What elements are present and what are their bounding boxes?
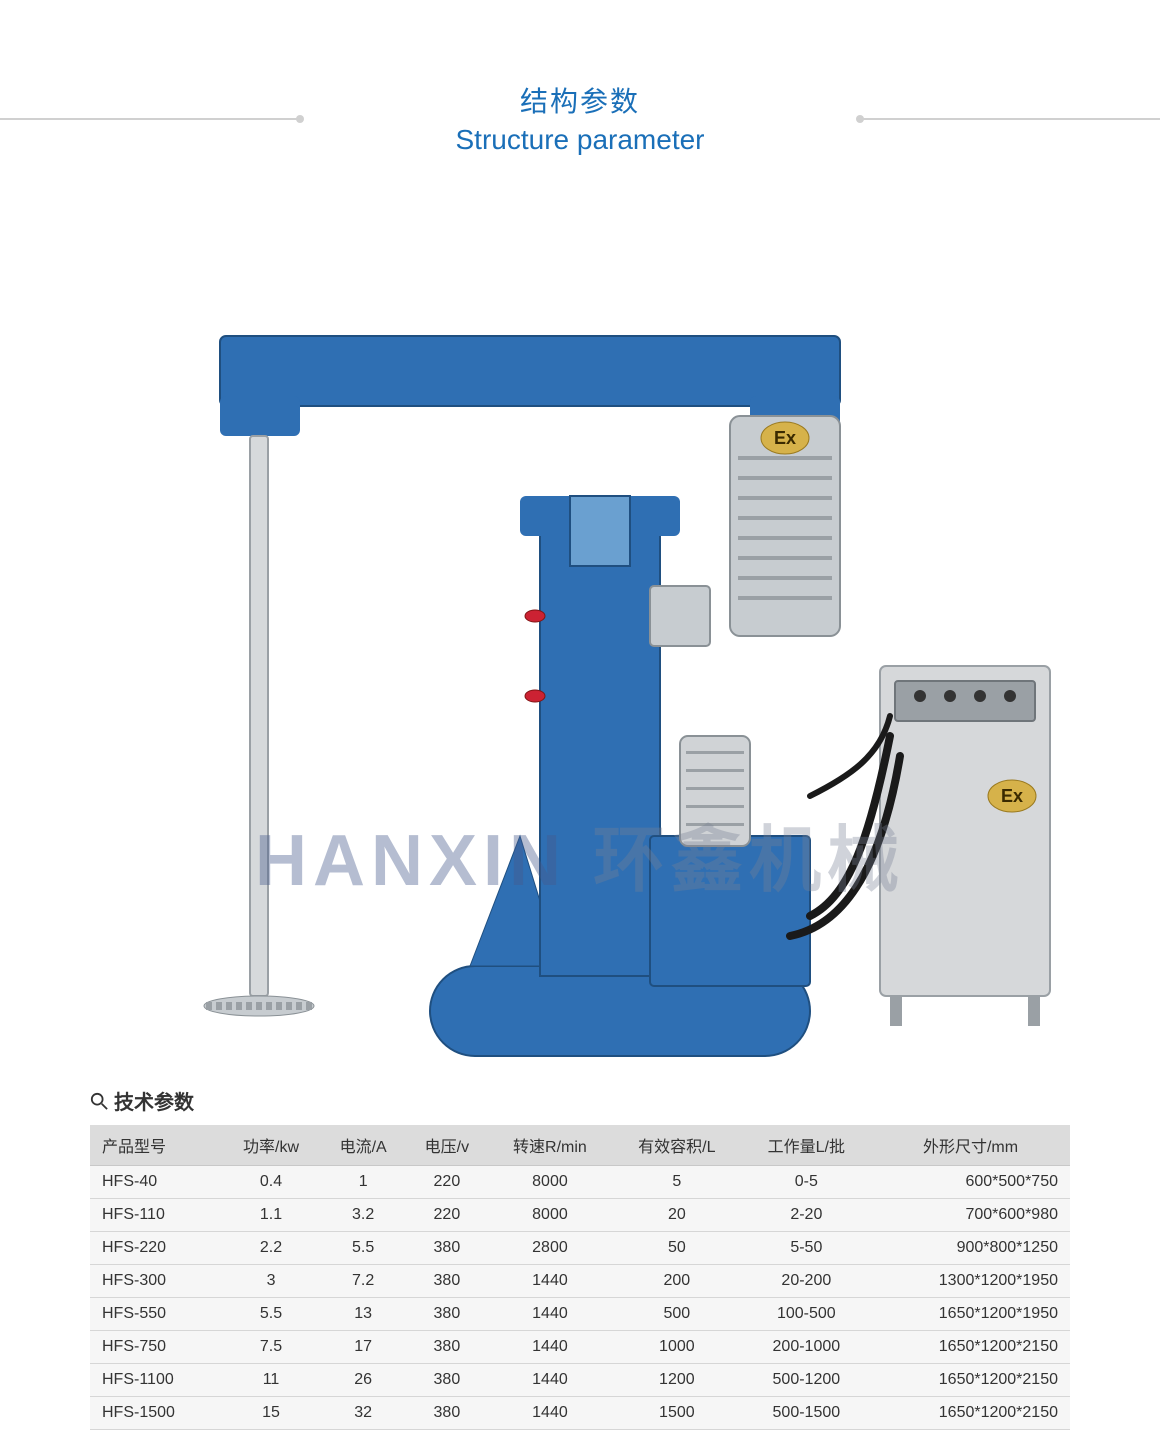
table-cell: 1000	[612, 1331, 741, 1364]
spec-thead: 产品型号功率/kw电流/A电压/v转速R/min有效容积/L工作量L/批外形尺寸…	[90, 1125, 1070, 1166]
table-cell: 380	[406, 1265, 488, 1298]
table-cell: 5-50	[742, 1232, 871, 1265]
table-cell: 1200	[612, 1364, 741, 1397]
table-cell: 2.2	[222, 1232, 321, 1265]
title-en: Structure parameter	[90, 124, 1070, 156]
col-header: 转速R/min	[488, 1125, 612, 1166]
col-header: 产品型号	[90, 1125, 222, 1166]
table-cell: 200-1000	[742, 1331, 871, 1364]
table-cell: 13	[320, 1298, 406, 1331]
table-cell: 380	[406, 1331, 488, 1364]
table-cell: 50	[612, 1232, 741, 1265]
table-cell: 1300*1200*1950	[871, 1265, 1070, 1298]
table-cell: HFS-40	[90, 1166, 222, 1199]
table-cell: HFS-550	[90, 1298, 222, 1331]
table-cell: 3	[222, 1265, 321, 1298]
table-cell: 20	[612, 1199, 741, 1232]
svg-text:Ex: Ex	[774, 428, 796, 448]
machine-svg: Ex Ex	[90, 196, 1070, 1066]
table-cell: 220	[406, 1199, 488, 1232]
title-block: 结构参数 Structure parameter	[90, 80, 1070, 156]
table-cell: 26	[320, 1364, 406, 1397]
tech-params-text: 技术参数	[114, 1086, 194, 1115]
table-cell: 7.2	[320, 1265, 406, 1298]
table-cell: HFS-1100	[90, 1364, 222, 1397]
table-cell: 2-20	[742, 1199, 871, 1232]
table-cell: 1440	[488, 1298, 612, 1331]
table-cell: 1440	[488, 1331, 612, 1364]
table-cell: 1650*1200*1950	[871, 1298, 1070, 1331]
col-header: 电流/A	[320, 1125, 406, 1166]
table-cell: HFS-110	[90, 1199, 222, 1232]
product-illustration: ExEx HANXIN 环鑫机械	[90, 196, 1070, 1066]
title-cn: 结构参数	[90, 80, 1070, 120]
table-cell: 100-500	[742, 1298, 871, 1331]
table-cell: 600*500*750	[871, 1166, 1070, 1199]
table-cell: 500-1500	[742, 1397, 871, 1430]
table-row: HFS-2202.25.53802800505-50900*800*1250	[90, 1232, 1070, 1265]
table-cell: 2800	[488, 1232, 612, 1265]
table-cell: 8000	[488, 1166, 612, 1199]
rule-right	[860, 118, 1160, 120]
table-row: HFS-400.41220800050-5600*500*750	[90, 1166, 1070, 1199]
table-cell: 1	[320, 1166, 406, 1199]
table-cell: 0.4	[222, 1166, 321, 1199]
col-header: 外形尺寸/mm	[871, 1125, 1070, 1166]
table-cell: 500-1200	[742, 1364, 871, 1397]
table-cell: HFS-1500	[90, 1397, 222, 1430]
table-row: HFS-7507.51738014401000200-10001650*1200…	[90, 1331, 1070, 1364]
table-cell: 5.5	[222, 1298, 321, 1331]
table-cell: 17	[320, 1331, 406, 1364]
table-cell: 380	[406, 1232, 488, 1265]
table-cell: 15	[222, 1397, 321, 1430]
table-cell: 200	[612, 1265, 741, 1298]
table-cell: 8000	[488, 1199, 612, 1232]
table-row: HFS-1101.13.22208000202-20700*600*980	[90, 1199, 1070, 1232]
table-cell: 500	[612, 1298, 741, 1331]
spec-tbody: HFS-400.41220800050-5600*500*750HFS-1101…	[90, 1166, 1070, 1430]
search-icon	[90, 1092, 108, 1110]
table-cell: 380	[406, 1397, 488, 1430]
table-cell: 0-5	[742, 1166, 871, 1199]
table-cell: 1650*1200*2150	[871, 1364, 1070, 1397]
table-row: HFS-30037.2380144020020-2001300*1200*195…	[90, 1265, 1070, 1298]
spec-table: 产品型号功率/kw电流/A电压/v转速R/min有效容积/L工作量L/批外形尺寸…	[90, 1125, 1070, 1430]
svg-text:Ex: Ex	[1001, 786, 1023, 806]
table-cell: 5.5	[320, 1232, 406, 1265]
table-cell: 3.2	[320, 1199, 406, 1232]
table-cell: 380	[406, 1298, 488, 1331]
table-cell: 32	[320, 1397, 406, 1430]
table-cell: 20-200	[742, 1265, 871, 1298]
table-cell: HFS-220	[90, 1232, 222, 1265]
col-header: 电压/v	[406, 1125, 488, 1166]
table-cell: HFS-300	[90, 1265, 222, 1298]
col-header: 工作量L/批	[742, 1125, 871, 1166]
table-cell: 5	[612, 1166, 741, 1199]
table-cell: 7.5	[222, 1331, 321, 1364]
table-cell: 1440	[488, 1265, 612, 1298]
table-cell: 1650*1200*2150	[871, 1397, 1070, 1430]
table-cell: 1.1	[222, 1199, 321, 1232]
table-row: HFS-5505.5133801440500100-5001650*1200*1…	[90, 1298, 1070, 1331]
col-header: 有效容积/L	[612, 1125, 741, 1166]
table-cell: HFS-750	[90, 1331, 222, 1364]
table-cell: 900*800*1250	[871, 1232, 1070, 1265]
tech-params-label: 技术参数	[90, 1086, 1070, 1115]
table-cell: 1440	[488, 1397, 612, 1430]
table-cell: 1650*1200*2150	[871, 1331, 1070, 1364]
col-header: 功率/kw	[222, 1125, 321, 1166]
table-cell: 1440	[488, 1364, 612, 1397]
table-cell: 11	[222, 1364, 321, 1397]
table-cell: 220	[406, 1166, 488, 1199]
rule-left	[0, 118, 300, 120]
table-cell: 1500	[612, 1397, 741, 1430]
table-cell: 380	[406, 1364, 488, 1397]
table-cell: 700*600*980	[871, 1199, 1070, 1232]
table-row: HFS-1100112638014401200500-12001650*1200…	[90, 1364, 1070, 1397]
table-row: HFS-1500153238014401500500-15001650*1200…	[90, 1397, 1070, 1430]
